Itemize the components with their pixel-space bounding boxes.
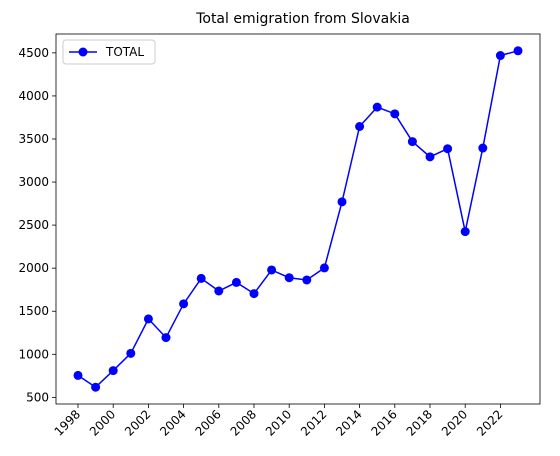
series-layer bbox=[73, 46, 523, 392]
data-point bbox=[478, 143, 488, 153]
data-point bbox=[355, 122, 365, 131]
data-point bbox=[284, 273, 294, 283]
data-point bbox=[513, 46, 523, 56]
data-point bbox=[91, 382, 101, 392]
data-point bbox=[337, 197, 347, 207]
data-point bbox=[231, 277, 241, 287]
data-point bbox=[249, 289, 259, 299]
x-tick-label: 2006 bbox=[192, 407, 223, 438]
x-tick-label: 1998 bbox=[52, 407, 83, 438]
x-tick-label: 2012 bbox=[298, 407, 329, 438]
data-point bbox=[161, 333, 171, 343]
y-tick-label: 4000 bbox=[18, 89, 49, 103]
data-point bbox=[126, 348, 136, 358]
data-point bbox=[443, 144, 453, 154]
x-tick-label: 2000 bbox=[87, 407, 118, 438]
y-tick-label: 4500 bbox=[18, 46, 49, 60]
x-tick-label: 2014 bbox=[333, 407, 364, 438]
x-tick-label: 2022 bbox=[474, 407, 505, 438]
y-tick-label: 1500 bbox=[18, 304, 49, 318]
data-point bbox=[460, 227, 470, 237]
data-point bbox=[425, 152, 435, 162]
data-point bbox=[196, 273, 206, 283]
x-tick-label: 2004 bbox=[157, 407, 188, 438]
legend-label: TOTAL bbox=[105, 45, 144, 59]
data-point bbox=[143, 314, 153, 324]
x-tick-label: 2008 bbox=[228, 407, 259, 438]
plot-frame bbox=[55, 33, 541, 405]
data-point bbox=[267, 265, 277, 275]
x-tick-label: 2018 bbox=[404, 407, 435, 438]
x-tick-label: 2016 bbox=[368, 407, 399, 438]
data-point bbox=[108, 366, 118, 376]
data-point bbox=[407, 137, 417, 147]
x-tick-label: 2020 bbox=[439, 407, 470, 438]
data-point bbox=[214, 286, 224, 296]
x-tick-label: 2002 bbox=[122, 407, 153, 438]
data-point bbox=[319, 263, 329, 273]
y-tick-label: 3500 bbox=[18, 132, 49, 146]
data-point bbox=[179, 299, 189, 309]
y-tick-label: 2500 bbox=[18, 218, 49, 232]
legend-marker bbox=[78, 47, 88, 57]
y-tick-label: 2000 bbox=[18, 261, 49, 275]
data-point bbox=[73, 370, 83, 380]
y-tick-label: 1000 bbox=[18, 347, 49, 361]
data-point bbox=[495, 51, 505, 61]
legend: TOTAL bbox=[62, 39, 156, 65]
legend-box bbox=[62, 39, 156, 65]
series-line bbox=[77, 50, 519, 389]
y-tick-label: 500 bbox=[26, 390, 49, 404]
data-point bbox=[390, 109, 400, 119]
chart-title: Total emigration from Slovakia bbox=[195, 11, 410, 27]
data-point bbox=[372, 102, 382, 112]
x-tick-label: 2010 bbox=[263, 407, 294, 438]
data-point bbox=[302, 275, 312, 285]
y-tick-label: 3000 bbox=[18, 175, 49, 189]
